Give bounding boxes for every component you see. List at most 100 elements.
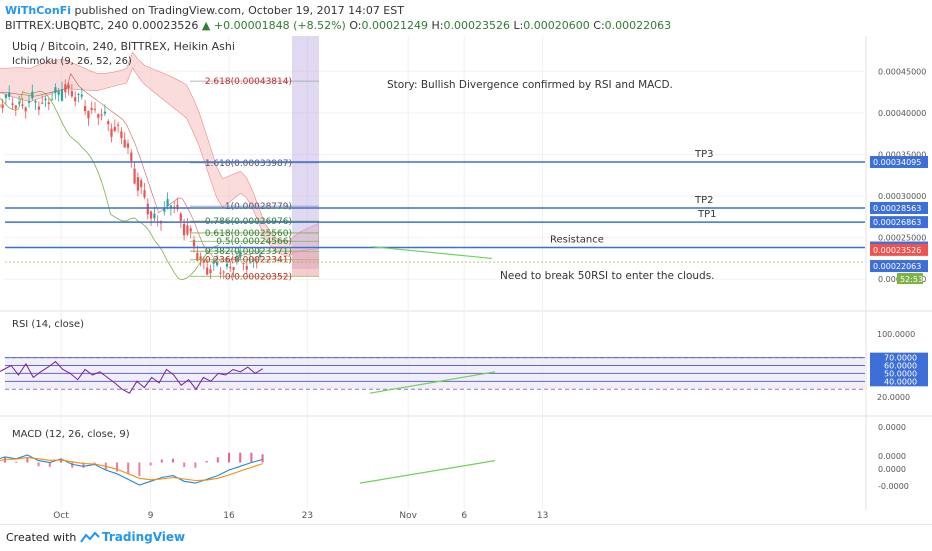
candle-body: [71, 91, 73, 96]
candle-body: [229, 267, 231, 268]
candle-body: [48, 102, 50, 104]
macd-histogram-bar: [127, 463, 129, 474]
candle-body: [35, 101, 37, 103]
candle-body: [233, 267, 235, 270]
candle-body: [124, 140, 126, 148]
fib-level-label: 2.618(0.00043814): [205, 77, 292, 87]
tradingview-logo-icon: [80, 531, 100, 545]
candle-body: [180, 214, 182, 221]
candle-body: [44, 99, 46, 101]
macd-tick-label: -0.0000: [878, 482, 909, 491]
candle-body: [117, 125, 119, 126]
rsi-title: RSI (14, close): [12, 319, 84, 330]
candle-body: [11, 103, 13, 105]
macd-histogram-bar: [161, 460, 163, 463]
rsi-level-value: 40.0000: [884, 377, 917, 386]
candle-body: [5, 95, 7, 98]
macd-histogram-bar: [262, 454, 264, 462]
target-line-label: Resistance: [550, 235, 604, 246]
candle-body: [15, 105, 17, 108]
time-tick-label: 9: [148, 511, 154, 521]
price-tag-value: 0.00026863: [873, 218, 921, 227]
candle-body: [84, 106, 86, 111]
time-tick-label: 23: [302, 511, 313, 521]
candle-body: [31, 92, 33, 99]
candle-body: [54, 87, 56, 93]
candle-body: [97, 114, 99, 117]
macd-histogram-bar: [49, 463, 51, 468]
rsi-annotation: Need to break 50RSI to enter the clouds.: [500, 270, 715, 282]
countdown-value: 52:53: [900, 275, 923, 284]
macd-histogram-bar: [217, 457, 219, 462]
time-tick-label: 16: [223, 511, 235, 521]
candle-body: [147, 204, 149, 215]
rsi-tick-label: 100.0000: [877, 330, 915, 339]
price-tick-label: 0.00030000: [878, 192, 926, 201]
candle-body: [68, 85, 70, 89]
candle-body: [101, 114, 103, 115]
candle-body: [183, 224, 185, 235]
candle-body: [104, 112, 106, 114]
macd-histogram-bar: [206, 461, 208, 463]
time-tick-label: Oct: [53, 511, 69, 521]
macd-histogram-bar: [194, 463, 196, 468]
target-line-label: TP2: [694, 195, 714, 206]
candle-body: [186, 225, 188, 234]
candle-body: [134, 169, 136, 184]
price-tag-value: 0.00022063: [873, 262, 921, 271]
macd-tick-label: 0.0000: [878, 423, 906, 432]
candle-body: [18, 102, 20, 103]
candle-body: [130, 153, 132, 161]
time-tick-label: 6: [461, 511, 467, 521]
candle-body: [64, 84, 66, 92]
price-tick-label: 0.00040000: [878, 109, 926, 118]
macd-histogram-bar: [150, 463, 152, 466]
candle-body: [137, 177, 139, 190]
macd-tick-label: 0.0000: [878, 452, 906, 461]
macd-histogram-bar: [228, 453, 230, 463]
macd-histogram-bar: [60, 460, 62, 462]
candle-body: [61, 89, 63, 101]
macd-tick-label: 0.0000: [878, 465, 906, 474]
fib-level-label: 1.618(0.00033987): [205, 159, 292, 169]
macd-histogram-bar: [15, 462, 17, 463]
candle-body: [246, 266, 248, 269]
target-line-label: TP1: [697, 209, 717, 220]
time-tick-label: 13: [537, 511, 548, 521]
macd-histogram-bar: [183, 463, 185, 468]
candle-body: [41, 103, 43, 104]
candle-body: [206, 268, 208, 275]
price-tick-label: 0.00025000: [878, 234, 926, 243]
candle-body: [219, 273, 221, 274]
macd-histogram-bar: [71, 463, 73, 468]
macd-histogram-bar: [172, 459, 174, 463]
price-tick-label: 0.00045000: [878, 67, 926, 76]
created-with-text: Created with: [6, 531, 76, 544]
candle-body: [21, 105, 23, 106]
time-tick-label: Nov: [399, 511, 417, 521]
macd-histogram-bar: [38, 463, 40, 467]
fib-level-label: 0.236(0.00022341): [205, 256, 292, 266]
macd-histogram-bar: [250, 453, 252, 463]
chart-canvas[interactable]: 2.618(0.00043814)1.618(0.00033987)1(0.00…: [0, 0, 932, 524]
candle-body: [91, 108, 93, 110]
tradingview-brand[interactable]: TradingView: [102, 530, 185, 544]
fib-level-label: 0.5(0.00024566): [216, 237, 292, 247]
price-tag-value: 0.00034095: [873, 158, 921, 167]
highlight-range: [292, 36, 319, 269]
candle-body: [81, 95, 83, 97]
candle-body: [1, 104, 3, 108]
candle-body: [87, 111, 89, 118]
macd-histogram-bar: [138, 463, 140, 477]
candle-body: [150, 212, 152, 219]
ichimoku-label: Ichimoku (9, 26, 52, 26): [12, 56, 132, 67]
macd-divergence-line: [360, 461, 495, 484]
price-divergence-line: [373, 247, 492, 259]
price-tag-value: 0.00023526: [873, 246, 921, 255]
footer-bar: Created with TradingView: [0, 524, 932, 551]
macd-histogram-bar: [239, 453, 241, 463]
macd-title: MACD (12, 26, close, 9): [12, 429, 130, 440]
candle-body: [51, 99, 53, 100]
candle-body: [25, 107, 27, 111]
price-chart-title: Ubiq / Bitcoin, 240, BITTREX, Heikin Ash…: [12, 40, 235, 53]
